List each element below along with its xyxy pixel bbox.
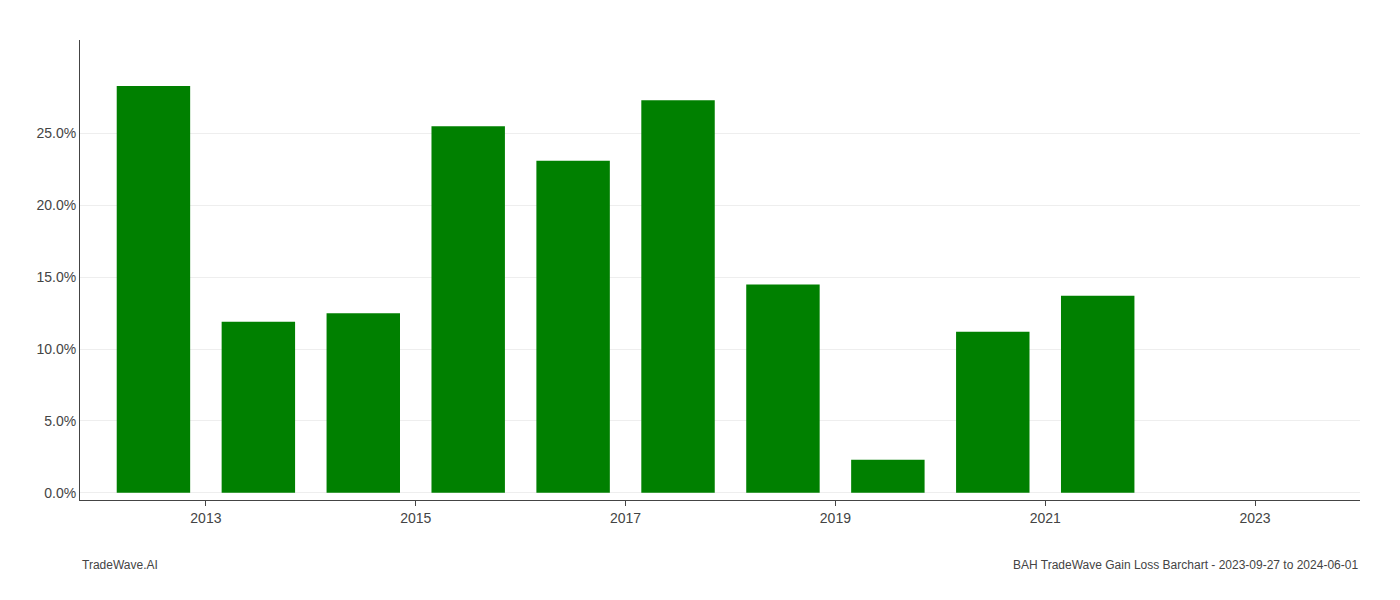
svg-text:2023: 2023 [1240,510,1271,526]
svg-text:2015: 2015 [400,510,431,526]
svg-text:10.0%: 10.0% [36,341,76,357]
svg-text:25.0%: 25.0% [36,125,76,141]
svg-text:0.0%: 0.0% [44,485,76,501]
svg-text:2021: 2021 [1030,510,1061,526]
svg-text:20.0%: 20.0% [36,197,76,213]
svg-text:BAH TradeWave Gain Loss Barcha: BAH TradeWave Gain Loss Barchart - 2023-… [1013,558,1358,572]
svg-text:15.0%: 15.0% [36,269,76,285]
svg-text:2017: 2017 [610,510,641,526]
svg-text:TradeWave.AI: TradeWave.AI [82,558,158,572]
svg-text:2019: 2019 [820,510,851,526]
svg-text:2013: 2013 [190,510,221,526]
svg-text:5.0%: 5.0% [44,413,76,429]
